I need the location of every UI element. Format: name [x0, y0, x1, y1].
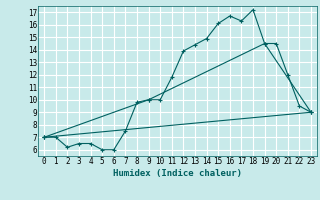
- X-axis label: Humidex (Indice chaleur): Humidex (Indice chaleur): [113, 169, 242, 178]
